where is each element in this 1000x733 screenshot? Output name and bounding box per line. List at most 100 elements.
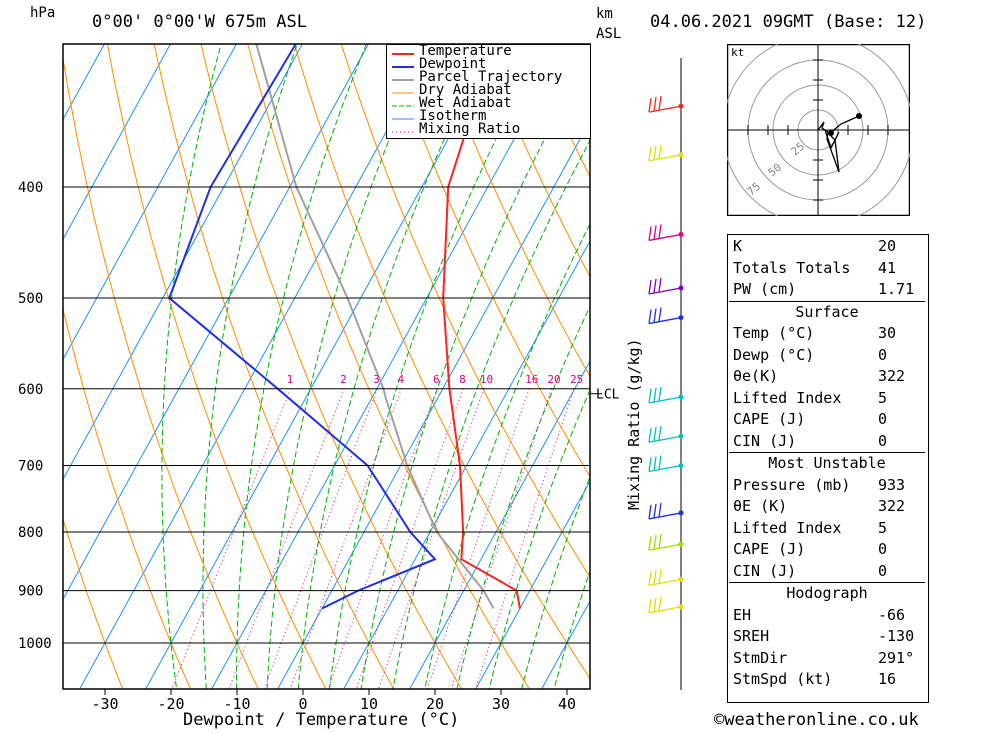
pw-label: PW (cm) [733,280,797,298]
hodo-stat-label: SREH [733,627,770,645]
mixing-ratio-line [378,388,485,689]
isotherm-line [63,44,303,481]
legend-dewpoint: Dewpoint [419,56,487,72]
legend-temperature: Temperature [419,43,512,59]
wind-barb [648,144,682,162]
mixing-ratio-label: 8 [459,373,466,386]
mu-label: CAPE (J) [733,540,806,558]
isotherm-line [63,44,105,121]
isotherm-line [277,120,590,689]
hodo-end-point [856,113,862,119]
dry-adiabat-line [387,44,590,478]
surface-label: Dewp (°C) [733,345,815,364]
mu-value: 322 [877,497,906,515]
isotherm-line [343,240,590,689]
hodo-stat-label: EH [733,605,752,624]
hodo-stat-label: StmDir [733,648,788,667]
mixing-ratio-label: 25 [570,373,583,386]
km-label: km [596,6,613,22]
legend-dry-adiabat: Dry Adiabat [419,82,512,98]
legend-wet-adiabat: Wet Adiabat [419,95,512,111]
wind-barb [648,277,682,295]
mixing-ratio-label: 16 [525,373,538,386]
wind-barb [648,224,682,242]
wind-barb [648,596,682,614]
x-axis-title: Dewpoint / Temperature (°C) [183,710,460,730]
tt-value: 41 [877,258,897,277]
surface-label: θe(K) [733,367,779,385]
surface-value: 0 [877,345,888,364]
wind-barb [648,307,682,325]
tt-label: Totals Totals [733,258,851,277]
chart-axes: 1 2 3 4 6 8 10 16 20 254005006007008009001000-30-… [18,180,620,713]
x-tick-label: -10 [223,695,250,713]
pressure-tick-label: 600 [18,382,43,398]
dry-adiabat-line [294,44,590,680]
wet-adiabat-line [392,139,590,689]
surface-value: 322 [877,367,906,385]
hpa-axis-label: hPa [30,5,56,21]
wind-barb [648,569,682,587]
surface-value: 30 [877,324,897,342]
legend-isotherm: Isotherm [419,108,487,124]
dry-adiabat-line [340,44,590,579]
mixing-ratio-label: 1 [287,373,294,386]
wet-adiabat-line [456,305,590,689]
mu-label: Pressure (mb) [733,475,851,494]
isotherm-line [63,44,171,241]
wind-barb [648,386,682,404]
asl-label: ASL [596,26,622,42]
dry-adiabat-line [63,307,192,689]
skew-t-chart: 1 2 3 4 6 8 10 16 20 254005006007008009001000-30-… [0,0,701,713]
dry-adiabat-line [434,44,590,378]
mixing-ratio-axis-title: Mixing Ratio (g/kg) [625,338,643,510]
wet-adiabat-line [553,569,590,689]
dry-adiabat-line [106,44,327,689]
x-tick-label: 10 [360,695,378,713]
pressure-tick-label: 1000 [18,636,52,652]
k-value: 20 [877,237,897,255]
hodo-stat-label: StmSpd (kt) [733,670,833,688]
hodo-trace [817,115,860,173]
mixing-ratio-label: 3 [373,373,380,386]
wet-adiabat-line [328,44,545,689]
x-tick-label: 20 [426,695,444,713]
copyright-link[interactable]: ©weatheronline.co.uk [714,710,919,730]
mixing-ratio-line [450,388,552,689]
mu-label: θE (K) [733,497,788,515]
surface-value: 0 [877,431,888,450]
indices-table: K 20 Totals Totals 41 PW (cm) 1.71 Surface … [729,236,925,691]
mu-value: 5 [877,518,888,537]
hodo-stat-value: -66 [877,605,906,624]
location-title: 0°00' 0°00'W 675m ASL [92,12,307,32]
isotherm-line [0,0,88,690]
hodo-unit: kt [731,46,744,59]
hodo-storm-point [828,130,834,136]
pressure-tick-label: 800 [18,525,43,541]
isotherm-line [673,0,700,690]
wind-barb [648,455,682,473]
x-tick-label: -30 [91,695,118,713]
surface-label: CIN (J) [733,431,797,450]
pressure-tick-label: 400 [18,180,43,196]
wet-adiabat-line [236,44,367,689]
mixing-ratio-line [327,388,438,689]
surface-title: Surface [795,302,859,321]
mixing-ratio-line [426,388,530,689]
datetime-title: 04.06.2021 09GMT (Base: 12) [650,12,927,32]
dry-adiabat-line [200,44,463,689]
parcel-trajectory-line [255,44,495,609]
wind-barb [648,534,682,551]
isotherm-line [63,44,369,601]
hodo-stat-value: -130 [877,627,915,645]
wind-barb-column [648,58,684,690]
hodo-stat-value: 16 [877,670,897,688]
wet-adiabat-line [360,53,590,689]
wet-adiabat-line [266,44,431,689]
wet-adiabat-line [297,44,490,689]
wet-adiabat-line [424,222,590,689]
mixing-ratio-line [474,388,575,689]
wind-barb [648,502,682,520]
mu-label: CIN (J) [733,561,797,580]
dry-adiabat-line [670,0,701,690]
